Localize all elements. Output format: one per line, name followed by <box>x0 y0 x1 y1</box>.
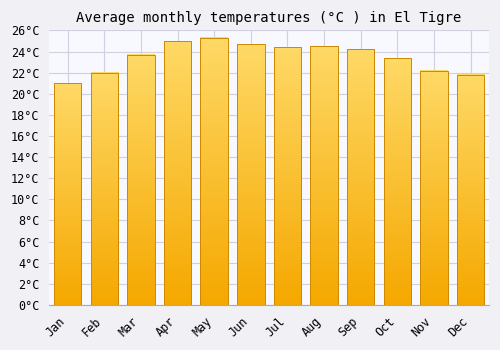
Bar <box>90 73 118 305</box>
Bar <box>274 47 301 305</box>
Bar <box>310 46 338 305</box>
Bar <box>457 75 484 305</box>
Bar <box>347 49 374 305</box>
Bar <box>127 55 154 305</box>
Bar <box>164 41 192 305</box>
Bar <box>237 44 264 305</box>
Bar <box>54 83 82 305</box>
Bar <box>420 71 448 305</box>
Title: Average monthly temperatures (°C ) in El Tigre: Average monthly temperatures (°C ) in El… <box>76 11 462 25</box>
Bar <box>200 38 228 305</box>
Bar <box>384 58 411 305</box>
